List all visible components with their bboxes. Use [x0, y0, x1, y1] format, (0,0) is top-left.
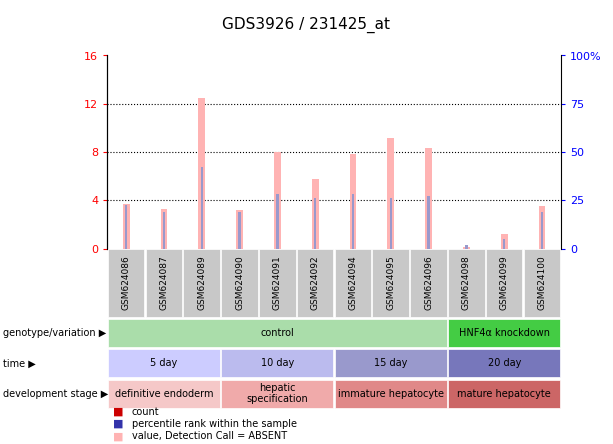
Bar: [390, 198, 392, 249]
Bar: [352, 194, 354, 249]
Text: ■: ■: [113, 407, 124, 416]
Bar: [312, 178, 319, 249]
Text: GSM624100: GSM624100: [538, 256, 547, 310]
Text: ■: ■: [113, 432, 124, 441]
Text: immature hepatocyte: immature hepatocyte: [338, 388, 444, 399]
Text: time ▶: time ▶: [3, 358, 36, 369]
Text: GDS3926 / 231425_at: GDS3926 / 231425_at: [223, 16, 390, 32]
Text: value, Detection Call = ABSENT: value, Detection Call = ABSENT: [132, 432, 287, 441]
Text: definitive endoderm: definitive endoderm: [115, 388, 213, 399]
Bar: [200, 166, 203, 249]
Text: 20 day: 20 day: [487, 358, 521, 369]
Text: 5 day: 5 day: [150, 358, 178, 369]
Text: hepatic
specification: hepatic specification: [246, 383, 308, 404]
Text: 15 day: 15 day: [374, 358, 408, 369]
Bar: [539, 206, 546, 249]
Text: control: control: [261, 328, 294, 338]
Bar: [199, 98, 205, 249]
Bar: [463, 247, 470, 249]
Text: GSM624089: GSM624089: [197, 256, 207, 310]
Text: GSM624094: GSM624094: [348, 256, 357, 310]
Bar: [427, 195, 430, 249]
Text: GSM624091: GSM624091: [273, 256, 282, 310]
Bar: [238, 212, 241, 249]
Bar: [501, 234, 508, 249]
Text: GSM624099: GSM624099: [500, 256, 509, 310]
Bar: [163, 212, 165, 249]
Bar: [314, 198, 316, 249]
Bar: [503, 239, 505, 249]
Text: GSM624092: GSM624092: [311, 256, 320, 310]
Text: mature hepatocyte: mature hepatocyte: [457, 388, 551, 399]
Bar: [541, 212, 543, 249]
Text: GSM624087: GSM624087: [159, 256, 169, 310]
Text: GSM624098: GSM624098: [462, 256, 471, 310]
Bar: [276, 194, 278, 249]
Text: GSM624095: GSM624095: [386, 256, 395, 310]
Text: GSM624096: GSM624096: [424, 256, 433, 310]
Bar: [465, 245, 468, 249]
Bar: [349, 155, 356, 249]
Text: GSM624090: GSM624090: [235, 256, 244, 310]
Bar: [274, 152, 281, 249]
Bar: [425, 148, 432, 249]
Bar: [123, 204, 129, 249]
Text: percentile rank within the sample: percentile rank within the sample: [132, 419, 297, 429]
Bar: [387, 138, 394, 249]
Text: 10 day: 10 day: [261, 358, 294, 369]
Text: development stage ▶: development stage ▶: [3, 388, 109, 399]
Text: HNF4α knockdown: HNF4α knockdown: [459, 328, 550, 338]
Bar: [125, 205, 128, 249]
Bar: [236, 210, 243, 249]
Text: GSM624086: GSM624086: [121, 256, 131, 310]
Text: genotype/variation ▶: genotype/variation ▶: [3, 328, 106, 338]
Bar: [161, 209, 167, 249]
Text: ■: ■: [113, 419, 124, 429]
Text: count: count: [132, 407, 159, 416]
